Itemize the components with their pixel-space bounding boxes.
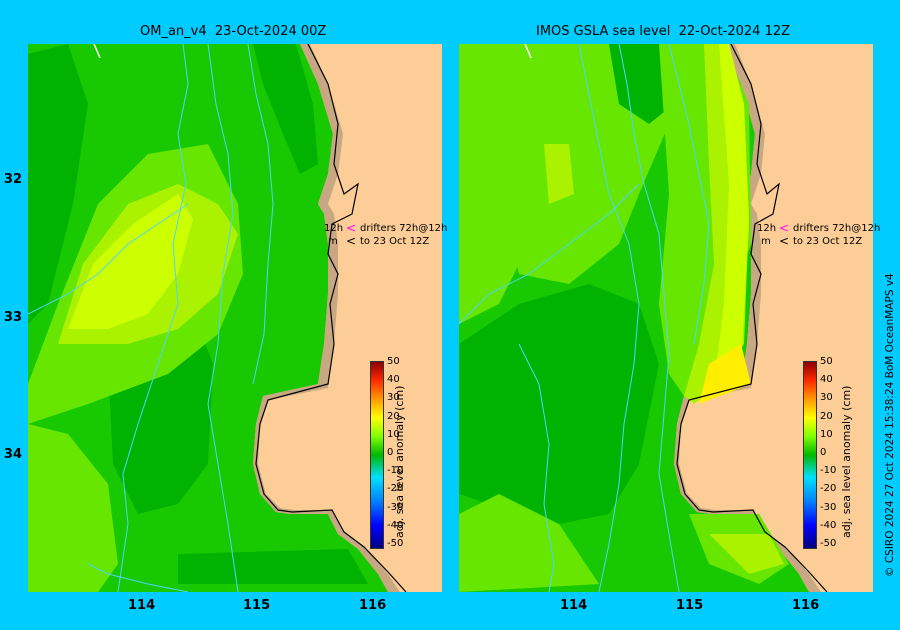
credit-text: © CSIRO 2024 27 Oct 2024 15:38:24 BoM Oc…: [884, 273, 896, 577]
colorbar-tick-label: 30: [820, 392, 833, 404]
lat-label-32: 32: [3, 172, 22, 187]
right-annotation-12h: 12h: [757, 223, 777, 234]
right-arrow-magenta: <: [779, 221, 790, 235]
left-colorbar-title: adj. sea level anomaly (cm): [393, 385, 406, 538]
right-arrow-black: <: [779, 234, 790, 248]
colorbar-tick-label: -50: [387, 538, 404, 549]
colorbar-tick-label: 20: [820, 410, 833, 422]
lat-label-33: 33: [3, 310, 22, 325]
left-annotation-m: m: [328, 236, 338, 247]
colorbar-tick-label: 0: [820, 447, 827, 458]
lat-label-34: 34: [3, 447, 22, 462]
left-arrow-black: <: [346, 234, 357, 248]
right-annotation-line1: drifters 72h@12h: [793, 223, 881, 234]
left-lon-label-115: 115: [243, 598, 271, 613]
colorbar-tick-label: -10: [820, 465, 837, 477]
colorbar-tick-label: 20: [387, 410, 400, 422]
left-shelf-band: [253, 44, 400, 592]
colorbar-tick-label: -10: [387, 465, 404, 477]
colorbar-tick-label: -40: [387, 519, 404, 531]
colorbar-tick-label: 30: [387, 392, 400, 404]
left-panel-title: OM_an_v4 23-Oct-2024 00Z: [140, 24, 327, 39]
right-lon-label-116: 116: [792, 598, 820, 613]
right-lon-label-115: 115: [676, 598, 704, 613]
right-map-svg: [459, 44, 873, 592]
colorbar-tick-label: -40: [820, 519, 837, 531]
colorbar-tick-label: 50: [387, 356, 400, 367]
left-map-panel: [28, 44, 442, 592]
right-colorbar-title: adj. sea level anomaly (cm): [840, 385, 853, 538]
colorbar-tick-label: 10: [387, 428, 400, 440]
left-arrow-magenta: <: [346, 221, 357, 235]
left-lon-label-116: 116: [359, 598, 387, 613]
right-annotation-line2: to 23 Oct 12Z: [793, 236, 863, 247]
colorbar-tick-label: 10: [820, 428, 833, 440]
left-annotation-12h: 12h: [324, 223, 344, 234]
colorbar-tick-label: 40: [387, 374, 400, 386]
colorbar-tick-label: -20: [820, 483, 837, 495]
right-panel-title: IMOS GSLA sea level 22-Oct-2024 12Z: [536, 24, 791, 39]
right-lon-label-114: 114: [560, 598, 588, 613]
colorbar-tick-label: -30: [387, 501, 404, 513]
right-annotation-m: m: [761, 236, 771, 247]
left-lon-label-114: 114: [128, 598, 156, 613]
left-annotation-line2: to 23 Oct 12Z: [360, 236, 430, 247]
colorbar-tick-label: -20: [387, 483, 404, 495]
right-colorbar: [803, 361, 817, 549]
colorbar-tick-label: 0: [387, 447, 394, 458]
left-annotation-line1: drifters 72h@12h: [360, 223, 448, 234]
colorbar-tick-label: 40: [820, 374, 833, 386]
left-colorbar: [370, 361, 384, 549]
colorbar-tick-label: 50: [820, 356, 833, 367]
left-map-svg: [28, 44, 442, 592]
colorbar-tick-label: -50: [820, 538, 837, 549]
colorbar-tick-label: -30: [820, 501, 837, 513]
